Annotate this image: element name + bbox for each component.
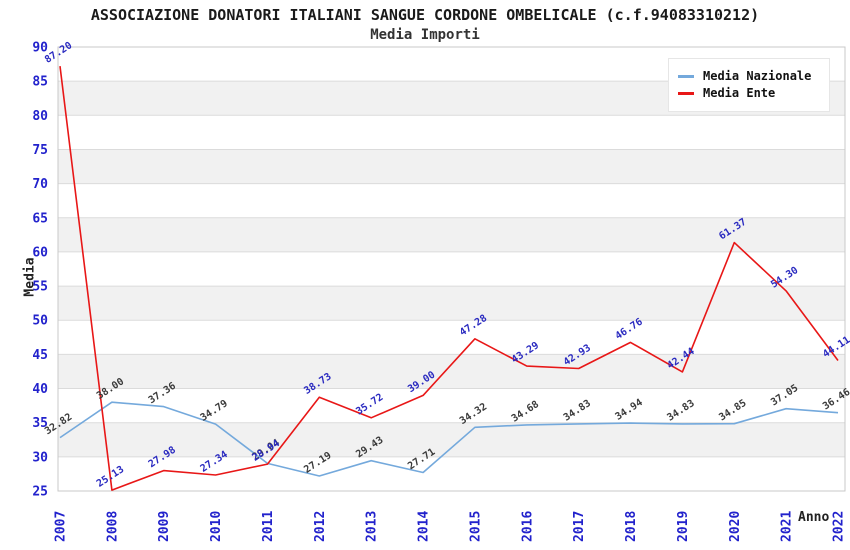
x-axis-title: Anno bbox=[798, 510, 830, 525]
plot-band bbox=[58, 149, 845, 184]
data-label: 34.94 bbox=[614, 397, 645, 423]
legend-item-media-nazionale: Media Nazionale bbox=[678, 69, 820, 83]
plot-border bbox=[57, 46, 846, 492]
data-label: 34.83 bbox=[665, 398, 696, 424]
x-tick-label: 2009 bbox=[157, 511, 172, 542]
y-tick-label: 30 bbox=[32, 450, 48, 465]
x-tick-label: 2017 bbox=[572, 511, 587, 542]
legend-item-media-ente: Media Ente bbox=[678, 86, 820, 100]
y-tick-label: 45 bbox=[32, 348, 48, 363]
y-tick-label: 70 bbox=[32, 177, 48, 192]
y-tick-label: 35 bbox=[32, 416, 48, 431]
y-tick-label: 60 bbox=[32, 245, 48, 260]
data-label: 34.85 bbox=[717, 398, 748, 424]
x-tick-label: 2022 bbox=[832, 511, 847, 542]
x-tick-label: 2007 bbox=[54, 511, 69, 542]
legend: Media Nazionale Media Ente bbox=[668, 58, 830, 112]
x-tick-label: 2021 bbox=[780, 511, 795, 542]
y-tick-label: 75 bbox=[32, 143, 48, 158]
x-tick-label: 2015 bbox=[468, 511, 483, 542]
x-tick-label: 2012 bbox=[313, 511, 328, 542]
x-tick-label: 2018 bbox=[624, 511, 639, 542]
x-tick-label: 2010 bbox=[209, 511, 224, 542]
x-tick-label: 2019 bbox=[676, 511, 691, 542]
x-tick-label: 2014 bbox=[417, 511, 432, 542]
y-tick-label: 50 bbox=[32, 314, 48, 329]
legend-swatch-icon bbox=[678, 91, 694, 95]
legend-label: Media Nazionale bbox=[703, 69, 812, 83]
data-label: 34.68 bbox=[510, 399, 541, 425]
x-tick-label: 2016 bbox=[520, 511, 535, 542]
chart-subtitle: Media Importi bbox=[370, 27, 480, 43]
plot-band bbox=[58, 354, 845, 389]
x-tick-label: 2020 bbox=[728, 511, 743, 542]
series-line-media-nazionale bbox=[59, 401, 839, 477]
chart-title: ASSOCIAZIONE DONATORI ITALIANI SANGUE CO… bbox=[90, 6, 760, 24]
y-tick-label: 85 bbox=[32, 75, 48, 90]
legend-swatch-icon bbox=[678, 74, 694, 78]
plot-band bbox=[58, 422, 845, 457]
y-tick-label: 25 bbox=[32, 485, 48, 500]
series-line-media-ente bbox=[59, 66, 839, 491]
x-tick-label: 2013 bbox=[365, 511, 380, 542]
y-tick-label: 80 bbox=[32, 109, 48, 124]
y-tick-label: 90 bbox=[32, 41, 48, 56]
y-tick-label: 55 bbox=[32, 280, 48, 295]
x-tick-label: 2008 bbox=[105, 511, 120, 542]
legend-label: Media Ente bbox=[703, 86, 776, 100]
data-label: 34.83 bbox=[562, 398, 593, 424]
y-axis-title: Media bbox=[22, 257, 38, 297]
plot-band bbox=[58, 217, 845, 252]
data-label: 34.79 bbox=[199, 398, 230, 424]
plot-band bbox=[58, 286, 845, 321]
data-label: 36.46 bbox=[821, 387, 850, 413]
y-tick-label: 65 bbox=[32, 211, 48, 226]
x-tick-label: 2011 bbox=[261, 511, 276, 542]
y-tick-label: 40 bbox=[32, 382, 48, 397]
